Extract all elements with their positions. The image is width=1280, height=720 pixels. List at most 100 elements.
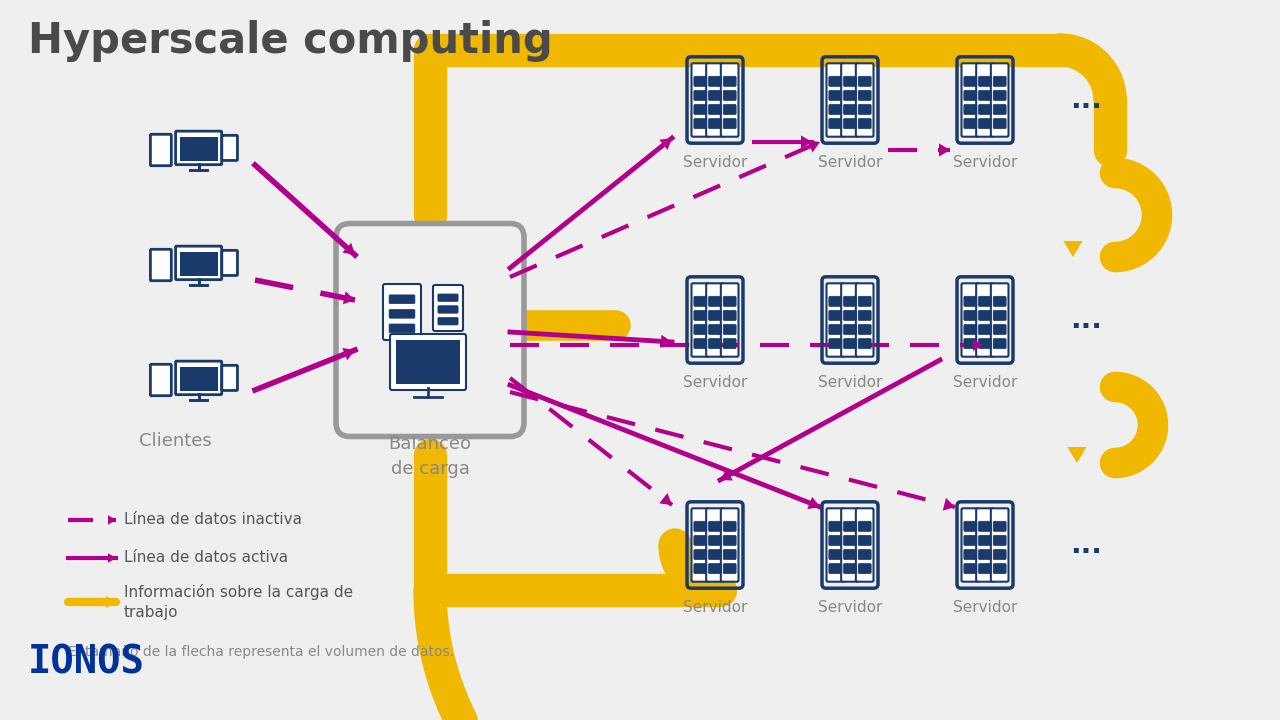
Text: Servidor: Servidor: [682, 155, 748, 170]
Polygon shape: [660, 335, 672, 348]
FancyBboxPatch shape: [694, 338, 707, 348]
Text: Servidor: Servidor: [682, 600, 748, 615]
FancyBboxPatch shape: [993, 310, 1006, 320]
FancyBboxPatch shape: [389, 295, 415, 304]
FancyBboxPatch shape: [993, 536, 1006, 546]
Polygon shape: [942, 498, 955, 510]
FancyBboxPatch shape: [694, 325, 707, 335]
Text: ...: ...: [1070, 531, 1102, 559]
FancyBboxPatch shape: [991, 63, 1009, 137]
FancyBboxPatch shape: [858, 104, 872, 114]
FancyBboxPatch shape: [844, 564, 856, 574]
FancyBboxPatch shape: [709, 549, 722, 559]
FancyBboxPatch shape: [844, 325, 856, 335]
FancyBboxPatch shape: [694, 90, 707, 101]
FancyBboxPatch shape: [390, 334, 466, 390]
FancyBboxPatch shape: [993, 104, 1006, 114]
FancyBboxPatch shape: [964, 536, 977, 546]
FancyBboxPatch shape: [175, 246, 221, 279]
FancyBboxPatch shape: [707, 63, 723, 137]
FancyBboxPatch shape: [335, 223, 524, 436]
FancyBboxPatch shape: [964, 104, 977, 114]
Polygon shape: [419, 448, 442, 468]
FancyBboxPatch shape: [829, 119, 842, 129]
FancyBboxPatch shape: [977, 508, 993, 582]
FancyBboxPatch shape: [151, 249, 172, 281]
FancyBboxPatch shape: [829, 76, 842, 86]
FancyBboxPatch shape: [694, 564, 707, 574]
FancyBboxPatch shape: [993, 325, 1006, 335]
FancyBboxPatch shape: [694, 119, 707, 129]
Polygon shape: [808, 497, 820, 509]
FancyBboxPatch shape: [709, 521, 722, 531]
FancyBboxPatch shape: [844, 310, 856, 320]
FancyBboxPatch shape: [723, 338, 736, 348]
FancyBboxPatch shape: [858, 549, 872, 559]
FancyBboxPatch shape: [978, 119, 992, 129]
FancyBboxPatch shape: [709, 564, 722, 574]
FancyBboxPatch shape: [709, 325, 722, 335]
FancyBboxPatch shape: [964, 76, 977, 86]
FancyBboxPatch shape: [978, 325, 992, 335]
FancyBboxPatch shape: [438, 306, 458, 313]
FancyBboxPatch shape: [961, 283, 979, 356]
FancyBboxPatch shape: [978, 549, 992, 559]
FancyBboxPatch shape: [961, 508, 979, 582]
FancyBboxPatch shape: [961, 63, 979, 137]
FancyBboxPatch shape: [694, 549, 707, 559]
Text: Servidor: Servidor: [818, 375, 882, 390]
Text: ...: ...: [1070, 306, 1102, 334]
Bar: [179, 253, 218, 276]
FancyBboxPatch shape: [829, 296, 842, 307]
FancyBboxPatch shape: [827, 508, 845, 582]
FancyBboxPatch shape: [721, 63, 739, 137]
FancyBboxPatch shape: [709, 104, 722, 114]
FancyBboxPatch shape: [723, 549, 736, 559]
FancyBboxPatch shape: [723, 119, 736, 129]
FancyBboxPatch shape: [844, 536, 856, 546]
FancyBboxPatch shape: [991, 508, 1009, 582]
FancyBboxPatch shape: [858, 338, 872, 348]
FancyBboxPatch shape: [723, 325, 736, 335]
FancyBboxPatch shape: [993, 90, 1006, 101]
FancyBboxPatch shape: [829, 536, 842, 546]
Bar: [179, 367, 218, 390]
FancyBboxPatch shape: [723, 90, 736, 101]
FancyBboxPatch shape: [977, 283, 993, 356]
Polygon shape: [973, 339, 983, 351]
Text: ...: ...: [1070, 86, 1102, 114]
FancyBboxPatch shape: [723, 296, 736, 307]
FancyBboxPatch shape: [707, 283, 723, 356]
FancyBboxPatch shape: [829, 90, 842, 101]
FancyBboxPatch shape: [829, 104, 842, 114]
FancyBboxPatch shape: [993, 296, 1006, 307]
FancyBboxPatch shape: [964, 549, 977, 559]
FancyBboxPatch shape: [723, 536, 736, 546]
FancyBboxPatch shape: [858, 564, 872, 574]
FancyBboxPatch shape: [709, 338, 722, 348]
FancyBboxPatch shape: [221, 251, 238, 276]
FancyBboxPatch shape: [709, 76, 722, 86]
Text: Hyperscale computing: Hyperscale computing: [28, 20, 553, 62]
FancyBboxPatch shape: [993, 76, 1006, 86]
FancyBboxPatch shape: [844, 521, 856, 531]
FancyBboxPatch shape: [175, 131, 221, 165]
FancyBboxPatch shape: [858, 90, 872, 101]
FancyBboxPatch shape: [221, 135, 238, 161]
FancyBboxPatch shape: [723, 310, 736, 320]
FancyBboxPatch shape: [858, 521, 872, 531]
FancyBboxPatch shape: [721, 508, 739, 582]
FancyBboxPatch shape: [978, 338, 992, 348]
Text: Servidor: Servidor: [952, 155, 1018, 170]
Polygon shape: [1068, 447, 1087, 463]
Polygon shape: [342, 348, 355, 360]
Polygon shape: [1064, 241, 1083, 257]
Polygon shape: [419, 202, 442, 222]
Polygon shape: [108, 516, 116, 525]
FancyBboxPatch shape: [993, 119, 1006, 129]
FancyBboxPatch shape: [709, 119, 722, 129]
FancyBboxPatch shape: [707, 508, 723, 582]
FancyBboxPatch shape: [433, 285, 463, 331]
Polygon shape: [808, 140, 820, 153]
FancyBboxPatch shape: [844, 338, 856, 348]
